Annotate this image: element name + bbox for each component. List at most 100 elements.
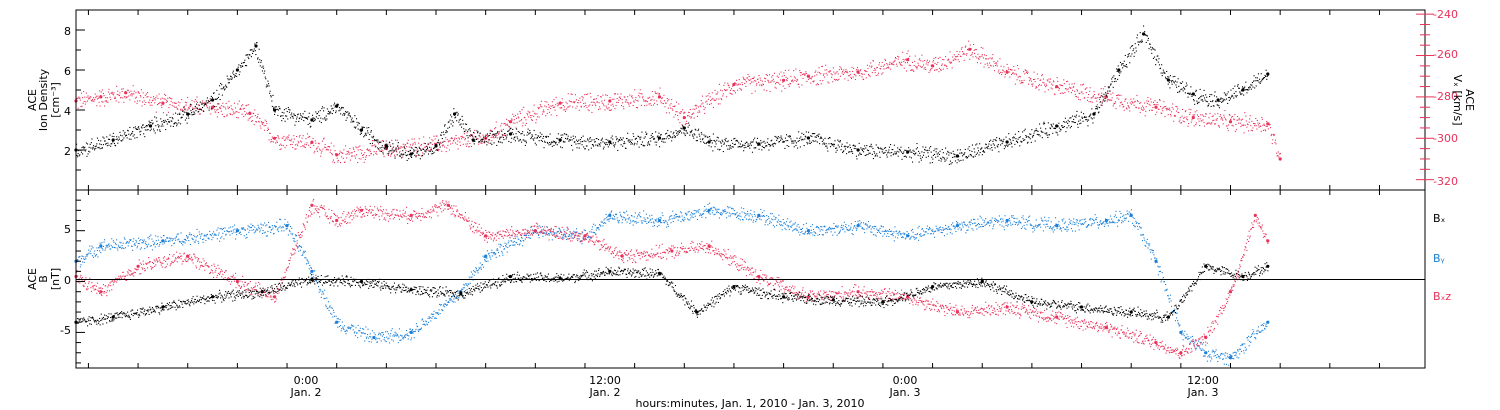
density-data-point xyxy=(186,112,190,116)
density-trace-dot xyxy=(376,141,378,143)
density-trace-dot xyxy=(128,133,130,135)
density-trace-dot xyxy=(817,136,819,138)
velocity-trace-dot xyxy=(384,145,386,147)
density-trace-dot xyxy=(1134,43,1136,45)
density-trace-dot xyxy=(418,146,420,148)
density-trace-dot xyxy=(1124,54,1126,56)
velocity-trace-dot xyxy=(976,62,978,64)
density-trace-dot xyxy=(356,118,358,120)
velocity-trace-dot xyxy=(435,135,437,137)
density-trace-dot xyxy=(343,114,345,116)
density-trace-dot xyxy=(360,132,362,134)
velocity-trace-dot xyxy=(345,153,347,155)
density-trace-dot xyxy=(161,123,163,125)
velocity-trace-dot xyxy=(1006,63,1008,65)
density-trace-dot xyxy=(677,133,679,135)
density-trace-dot xyxy=(518,140,520,142)
velocity-trace-dot xyxy=(704,107,706,109)
density-trace-dot xyxy=(761,145,763,147)
by-trace-dot xyxy=(90,253,92,255)
density-trace-dot xyxy=(606,144,608,146)
density-trace-dot xyxy=(860,153,862,155)
velocity-trace-dot xyxy=(934,69,936,71)
velocity-trace-dot xyxy=(489,130,491,132)
velocity-trace-dot xyxy=(188,106,190,108)
velocity-trace-dot xyxy=(373,151,375,153)
velocity-trace-dot xyxy=(837,79,839,81)
density-trace-dot xyxy=(953,156,955,158)
velocity-trace-dot xyxy=(668,112,670,114)
velocity-trace-dot xyxy=(453,140,455,142)
velocity-trace-dot xyxy=(1091,97,1093,99)
by-trace-dot xyxy=(153,244,155,246)
density-trace-dot xyxy=(729,146,731,148)
density-trace-dot xyxy=(1067,119,1069,121)
velocity-trace-dot xyxy=(266,129,268,131)
velocity-trace-dot xyxy=(214,109,216,111)
density-trace-dot xyxy=(907,151,909,153)
density-trace-dot xyxy=(409,153,411,155)
by-trace-dot xyxy=(159,242,161,244)
density-trace-dot xyxy=(88,146,90,148)
density-trace-dot xyxy=(899,150,901,152)
density-trace-dot xyxy=(1177,78,1179,80)
density-trace-dot xyxy=(447,127,449,129)
by-trace-dot xyxy=(261,232,263,234)
density-trace-dot xyxy=(241,65,243,67)
velocity-trace-dot xyxy=(645,100,647,102)
density-trace-dot xyxy=(1153,48,1155,50)
by-trace-dot xyxy=(250,226,252,228)
density-trace-dot xyxy=(335,110,337,112)
density-trace-dot xyxy=(956,162,958,164)
velocity-trace-dot xyxy=(811,76,813,78)
velocity-trace-dot xyxy=(679,112,681,114)
velocity-trace-dot xyxy=(1155,104,1157,106)
by-trace-dot xyxy=(175,239,177,241)
density-trace-dot xyxy=(1055,128,1057,130)
by-trace-dot xyxy=(224,227,226,229)
density-trace-dot xyxy=(519,139,521,141)
velocity-trace-dot xyxy=(402,143,404,145)
velocity-trace-dot xyxy=(1240,126,1242,128)
density-trace-dot xyxy=(1012,137,1014,139)
velocity-trace-dot xyxy=(869,65,871,67)
velocity-trace-dot xyxy=(1030,78,1032,80)
density-trace-dot xyxy=(332,107,334,109)
velocity-trace-dot xyxy=(917,62,919,64)
velocity-trace-dot xyxy=(1277,151,1279,153)
density-trace-dot xyxy=(1202,100,1204,102)
velocity-data-point xyxy=(99,95,103,99)
density-trace-dot xyxy=(94,149,96,151)
density-trace-dot xyxy=(545,136,547,138)
by-trace-dot xyxy=(118,247,120,249)
density-trace-dot xyxy=(412,152,414,154)
density-trace-dot xyxy=(1218,107,1220,109)
density-trace-dot xyxy=(828,137,830,139)
density-trace-dot xyxy=(734,143,736,145)
velocity-trace-dot xyxy=(678,112,680,114)
velocity-trace-dot xyxy=(651,91,653,93)
by-trace-dot xyxy=(80,264,82,266)
density-trace-dot xyxy=(599,145,601,147)
velocity-trace-dot xyxy=(164,93,166,95)
velocity-trace-dot xyxy=(736,79,738,81)
density-trace-dot xyxy=(99,148,101,150)
velocity-trace-dot xyxy=(1127,105,1129,107)
density-trace-dot xyxy=(373,135,375,137)
density-trace-dot xyxy=(916,143,918,145)
by-trace-dot xyxy=(120,242,122,244)
density-trace-dot xyxy=(1036,133,1038,135)
density-trace-dot xyxy=(776,137,778,139)
density-trace-dot xyxy=(215,98,217,100)
density-trace-dot xyxy=(1132,50,1134,52)
velocity-trace-dot xyxy=(1217,113,1219,115)
density-trace-dot xyxy=(975,153,977,155)
by-trace-dot xyxy=(141,242,143,244)
density-trace-dot xyxy=(1257,80,1259,82)
velocity-trace-dot xyxy=(1277,155,1279,157)
density-trace-dot xyxy=(428,153,430,155)
density-trace-dot xyxy=(1193,99,1195,101)
velocity-trace-dot xyxy=(700,106,702,108)
density-trace-dot xyxy=(762,146,764,148)
density-trace-dot xyxy=(1266,75,1268,77)
